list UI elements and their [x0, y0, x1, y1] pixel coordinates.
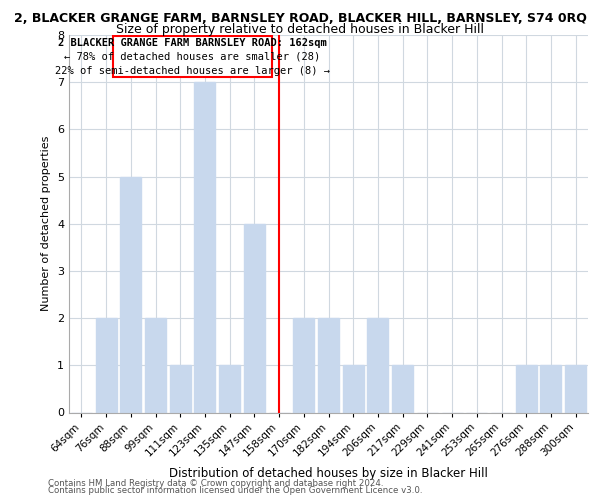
Bar — [293, 318, 314, 412]
Y-axis label: Number of detached properties: Number of detached properties — [41, 136, 52, 312]
Bar — [219, 366, 240, 412]
FancyBboxPatch shape — [113, 36, 272, 78]
Bar — [516, 366, 537, 412]
Text: Contains public sector information licensed under the Open Government Licence v3: Contains public sector information licen… — [48, 486, 422, 495]
Bar — [392, 366, 413, 412]
Bar — [95, 318, 116, 412]
Text: 2, BLACKER GRANGE FARM, BARNSLEY ROAD, BLACKER HILL, BARNSLEY, S74 0RQ: 2, BLACKER GRANGE FARM, BARNSLEY ROAD, B… — [14, 12, 586, 26]
Text: 22% of semi-detached houses are larger (8) →: 22% of semi-detached houses are larger (… — [55, 66, 330, 76]
Text: 2 BLACKER GRANGE FARM BARNSLEY ROAD: 162sqm: 2 BLACKER GRANGE FARM BARNSLEY ROAD: 162… — [58, 38, 327, 48]
Text: Contains HM Land Registry data © Crown copyright and database right 2024.: Contains HM Land Registry data © Crown c… — [48, 478, 383, 488]
Bar — [244, 224, 265, 412]
Bar — [194, 82, 215, 412]
X-axis label: Distribution of detached houses by size in Blacker Hill: Distribution of detached houses by size … — [169, 466, 488, 479]
Bar — [145, 318, 166, 412]
Bar — [541, 366, 562, 412]
Text: Size of property relative to detached houses in Blacker Hill: Size of property relative to detached ho… — [116, 22, 484, 36]
Bar — [367, 318, 388, 412]
Bar — [318, 318, 339, 412]
Text: ← 78% of detached houses are smaller (28): ← 78% of detached houses are smaller (28… — [64, 52, 320, 62]
Bar — [170, 366, 191, 412]
Bar — [120, 176, 141, 412]
Bar — [565, 366, 586, 412]
Bar — [343, 366, 364, 412]
